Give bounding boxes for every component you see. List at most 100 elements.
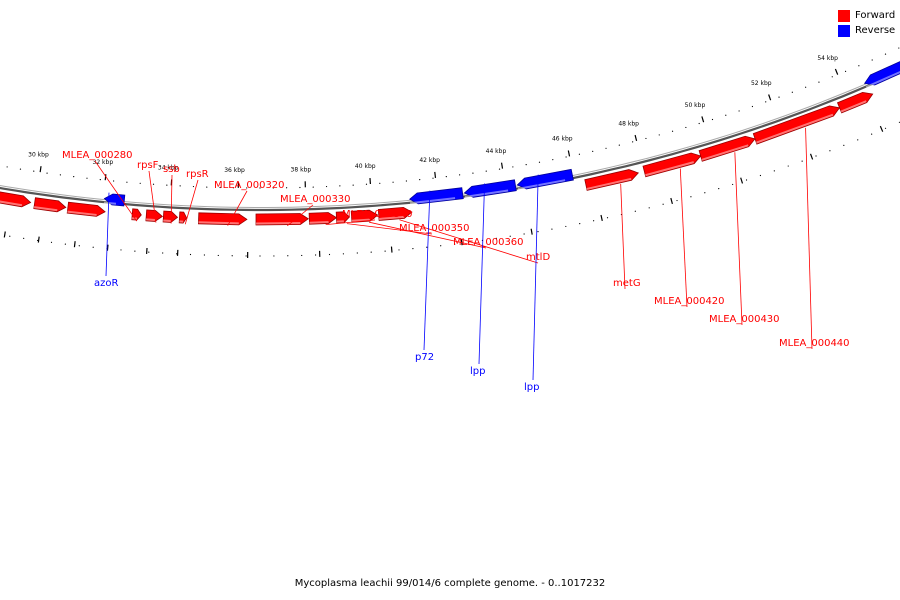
gene-highlight (67, 210, 97, 216)
minor-tick (203, 254, 205, 256)
minor-tick (725, 114, 727, 116)
minor-tick (815, 155, 817, 157)
minor-tick (648, 207, 650, 209)
gene-highlight (255, 221, 301, 225)
gene-label-mlea_000440: MLEA_000440 (779, 338, 850, 349)
gene-arrow-rpsf[interactable] (145, 209, 164, 222)
gene-arrow-mlea_000320[interactable] (197, 212, 248, 226)
major-tick (530, 228, 533, 235)
minor-tick (805, 86, 807, 88)
minor-tick (342, 253, 345, 255)
gene-arrow-mlea_000440[interactable] (752, 105, 841, 145)
gene-features[interactable] (0, 54, 900, 226)
minor-tick (412, 248, 414, 250)
minor-tick (299, 186, 301, 189)
minor-tick (538, 161, 541, 163)
minor-tick (426, 246, 428, 248)
genome-caption: Mycoplasma leachii 99/014/6 complete gen… (294, 578, 606, 589)
gene-arrow-rpsr[interactable] (178, 211, 188, 224)
major-tick (600, 214, 603, 222)
minor-tick (301, 254, 303, 257)
label-connector (369, 221, 487, 249)
major-tick (701, 116, 705, 123)
label-connector (227, 190, 248, 226)
minor-tick (120, 249, 122, 251)
minor-tick (398, 249, 400, 251)
minor-tick (59, 174, 61, 176)
minor-tick (232, 187, 234, 189)
minor-tick (698, 122, 700, 125)
gene-arrow-unnamed[interactable] (0, 188, 32, 208)
minor-tick (315, 254, 317, 256)
minor-tick (472, 172, 474, 174)
gene-arrow-mlea_000420[interactable] (642, 152, 702, 178)
minor-tick (148, 251, 150, 253)
minor-tick (352, 184, 354, 186)
label-connector (620, 183, 626, 290)
gene-arrow-mlea_000360[interactable] (350, 209, 379, 223)
label-connector (478, 183, 485, 365)
gene-arrow-unnamed[interactable] (863, 54, 900, 86)
minor-tick (565, 156, 567, 158)
label-connector (532, 174, 539, 381)
gene-highlight (309, 220, 329, 224)
gene-arrow-p72[interactable] (408, 187, 464, 205)
gene-label-metg: metG (613, 278, 641, 289)
gene-label-azor: azoR (94, 278, 118, 289)
minor-tick (884, 127, 887, 129)
minor-tick (467, 241, 470, 243)
minor-tick (19, 168, 22, 170)
major-tick (3, 231, 6, 238)
label-connector (805, 127, 813, 350)
gene-arrow-metg[interactable] (584, 169, 640, 191)
major-tick (879, 125, 884, 132)
minor-tick (379, 182, 381, 184)
gene-highlight (198, 221, 239, 225)
minor-tick (287, 255, 289, 257)
gene-arrow-ssb[interactable] (162, 210, 179, 223)
minor-tick (231, 255, 233, 257)
gene-label-mlea_000420: MLEA_000420 (654, 296, 725, 307)
tick-label: 32 kbp (93, 159, 114, 166)
minor-tick (551, 228, 553, 230)
minor-tick (339, 185, 341, 187)
major-tick (500, 162, 504, 169)
minor-tick (831, 76, 833, 78)
minor-tick (50, 241, 53, 243)
gene-label-mlea_000340: MLEA_000340 (342, 209, 413, 220)
minor-tick (459, 174, 461, 176)
label-connector (184, 179, 199, 225)
major-tick (740, 177, 744, 184)
gene-arrow-unnamed[interactable] (33, 197, 67, 213)
minor-tick (99, 179, 101, 181)
minor-tick (64, 243, 66, 245)
minor-tick (152, 183, 155, 185)
label-connector (94, 160, 138, 222)
minor-tick (419, 179, 421, 181)
gene-label-mtld: mtlD (526, 252, 550, 263)
minor-tick (523, 233, 525, 235)
minor-tick (773, 170, 775, 172)
minor-tick (78, 245, 80, 247)
minor-tick (370, 251, 372, 253)
gene-label-mlea_000430: MLEA_000430 (709, 314, 780, 325)
gene-arrow-unnamed[interactable] (66, 201, 106, 217)
label-connector (679, 168, 688, 308)
minor-tick (498, 168, 501, 170)
minor-tick (552, 159, 554, 161)
gene-arrow-mlea_000330[interactable] (255, 213, 310, 226)
gene-arrow-mlea_000340[interactable] (308, 212, 338, 225)
gene-arrow-lpp[interactable] (463, 179, 517, 198)
minor-tick (801, 160, 803, 162)
minor-tick (259, 187, 261, 189)
legend-item-reverse: Reverse (838, 23, 895, 38)
minor-tick (565, 225, 567, 228)
minor-tick (662, 203, 664, 205)
gene-arrow-lpp[interactable] (516, 168, 574, 190)
gene-arrow-mtld[interactable] (377, 206, 413, 221)
minor-tick (126, 181, 128, 183)
gene-arrow-mlea_000430[interactable] (698, 135, 756, 162)
tick-label: 50 kbp (685, 102, 706, 109)
minor-tick (738, 110, 740, 112)
gene-arrow-unnamed[interactable] (836, 91, 874, 114)
